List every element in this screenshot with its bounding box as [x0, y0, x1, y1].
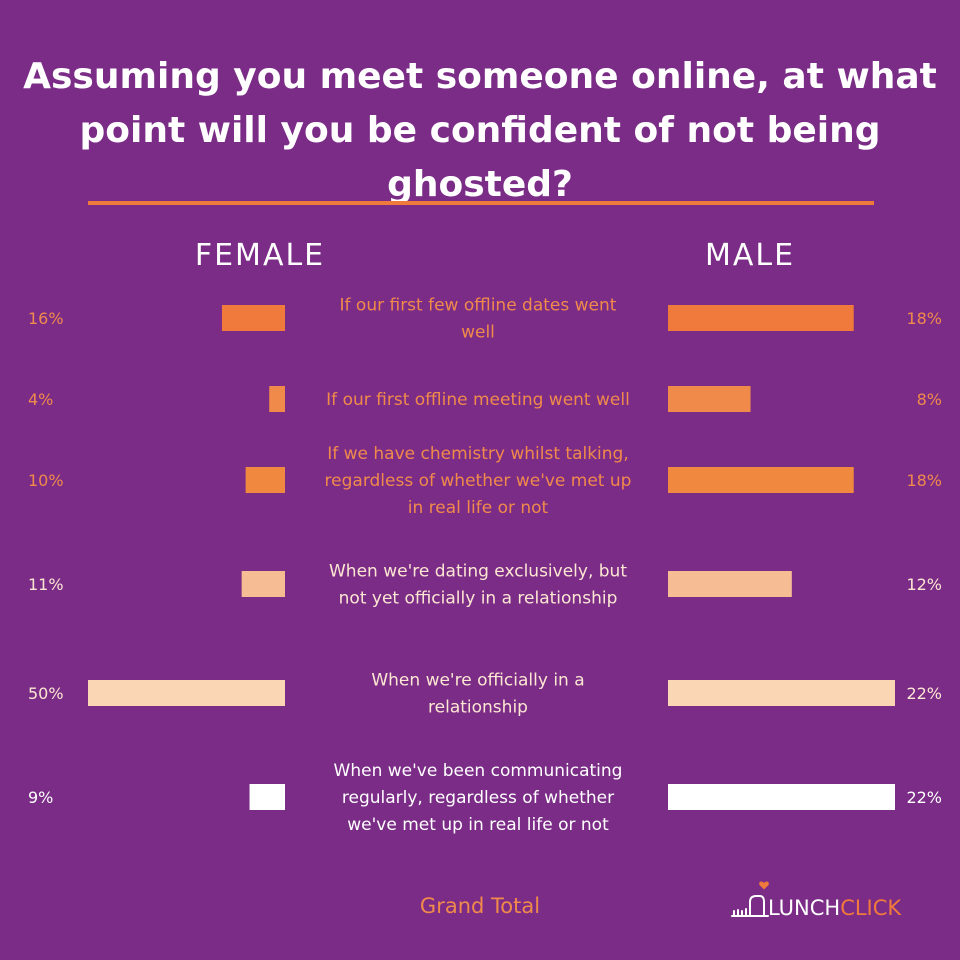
female-value-label-1: 16%	[28, 309, 64, 328]
female-bar-4	[241, 571, 285, 597]
male-bar-6	[668, 784, 895, 810]
female-bar-5	[88, 680, 285, 706]
male-bar-1	[668, 305, 854, 331]
category-label-4: When we're dating exclusively, but not ye…	[329, 562, 627, 609]
female-bar-1	[221, 305, 285, 331]
female-value-label-5: 50%	[28, 684, 64, 703]
logo-wordmark: LUNCHCLICK	[768, 896, 902, 920]
female-bar-6	[249, 784, 285, 810]
lunchclick-logo: LUNCHCLICK	[730, 878, 930, 928]
male-bar-5	[668, 680, 895, 706]
chart-title: Assuming you meet someone online, at wha…	[23, 56, 937, 205]
male-value-label-6: 22%	[906, 788, 942, 807]
male-bar-3	[668, 467, 854, 493]
legend-female: FEMALE	[194, 238, 326, 273]
female-bar-3	[245, 467, 285, 493]
title-divider	[88, 201, 874, 205]
male-value-label-4: 12%	[906, 575, 942, 594]
grand-total-label: Grand Total	[419, 894, 541, 918]
legend-male: MALE	[704, 238, 796, 273]
heart-hand-icon	[731, 881, 769, 917]
category-label-5: When we're officially in a relationship	[371, 671, 584, 718]
category-label-3: If we have chemistry whilst talking, rega…	[325, 444, 632, 518]
female-value-label-4: 11%	[28, 575, 64, 594]
category-label-6: When we've been communicating regularly, …	[334, 761, 623, 835]
female-value-label-2: 4%	[28, 390, 53, 409]
category-label-1: If our first few offline dates went well	[340, 296, 617, 343]
female-value-label-6: 9%	[28, 788, 53, 807]
category-label-2: If our first offline meeting went well	[326, 390, 630, 410]
female-bar-2	[269, 386, 285, 412]
male-bar-4	[668, 571, 792, 597]
female-value-label-3: 10%	[28, 471, 64, 490]
male-value-label-1: 18%	[906, 309, 942, 328]
male-value-label-3: 18%	[906, 471, 942, 490]
male-value-label-5: 22%	[906, 684, 942, 703]
male-bar-2	[668, 386, 751, 412]
male-value-label-2: 8%	[917, 390, 942, 409]
